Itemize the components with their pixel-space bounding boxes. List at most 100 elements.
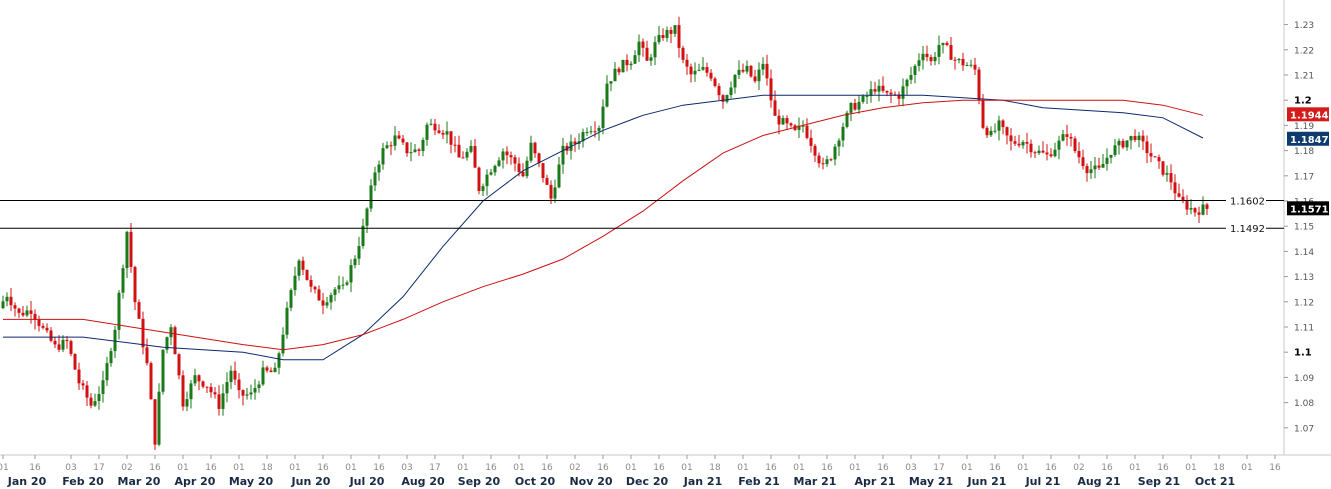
candle-body bbox=[925, 53, 929, 58]
candle-body bbox=[681, 47, 685, 60]
candle-body bbox=[701, 67, 705, 70]
candle-body bbox=[297, 260, 301, 276]
candle-body bbox=[193, 375, 197, 384]
candle-body bbox=[661, 35, 665, 38]
candle-body bbox=[557, 164, 561, 188]
candle-body bbox=[589, 131, 593, 133]
candle-body bbox=[845, 112, 849, 127]
candle-body bbox=[1053, 149, 1057, 157]
x-day-label: 16 bbox=[1045, 463, 1057, 473]
candle-body bbox=[1097, 165, 1101, 168]
x-month-label: Aug 21 bbox=[1077, 475, 1120, 488]
candle-body bbox=[705, 67, 709, 73]
candle-body bbox=[709, 72, 713, 79]
candle-body bbox=[757, 69, 761, 82]
candle-body bbox=[617, 68, 621, 73]
candle-body bbox=[741, 69, 745, 72]
candle-body bbox=[853, 102, 857, 110]
candle-body bbox=[165, 337, 169, 350]
x-day-label: 01 bbox=[289, 463, 300, 473]
x-day-label: 16 bbox=[317, 463, 329, 473]
candle-body bbox=[341, 284, 345, 286]
candle-body bbox=[385, 145, 389, 149]
candle-body bbox=[85, 385, 89, 398]
candle-body bbox=[697, 69, 701, 71]
candle-body bbox=[857, 101, 861, 110]
candle-body bbox=[1041, 150, 1045, 153]
candle-body bbox=[305, 269, 309, 280]
x-day-label: 01 bbox=[1241, 463, 1252, 473]
candle-body bbox=[713, 78, 717, 86]
candle-body bbox=[549, 184, 553, 199]
candle-body bbox=[1093, 165, 1097, 170]
candle-body bbox=[13, 305, 17, 309]
candle-body bbox=[213, 392, 217, 395]
x-day-label: 16 bbox=[877, 463, 889, 473]
candle-body bbox=[425, 124, 429, 140]
candle-body bbox=[1169, 173, 1173, 183]
candle-body bbox=[897, 94, 901, 99]
candle-body bbox=[277, 353, 281, 368]
candle-body bbox=[933, 56, 937, 62]
x-month-label: Feb 21 bbox=[738, 475, 780, 488]
candle-body bbox=[333, 289, 337, 295]
candle-body bbox=[953, 59, 957, 61]
x-month-label: Jun 20 bbox=[291, 475, 331, 488]
candle-body bbox=[673, 25, 677, 34]
candle-body bbox=[257, 384, 261, 389]
candle-body bbox=[301, 260, 305, 270]
x-day-label: 16 bbox=[989, 463, 1001, 473]
candle-body bbox=[493, 165, 497, 173]
candle-body bbox=[997, 120, 1001, 131]
x-month-label: Apr 21 bbox=[855, 475, 896, 488]
candle-body bbox=[861, 95, 865, 102]
horizontal-level-label: 1.1602 bbox=[1230, 196, 1265, 207]
x-month-label: May 20 bbox=[229, 475, 274, 488]
candle-body bbox=[201, 381, 205, 387]
candle-body bbox=[881, 85, 885, 91]
x-day-label: 16 bbox=[821, 463, 833, 473]
candle-body bbox=[241, 390, 245, 396]
x-day-label: 16 bbox=[653, 463, 665, 473]
x-day-label: 16 bbox=[1269, 463, 1281, 473]
candle-body bbox=[1073, 138, 1077, 152]
x-month-label: Apr 20 bbox=[175, 475, 216, 488]
candle-body bbox=[649, 57, 653, 61]
candle-body bbox=[433, 123, 437, 131]
price-badge bbox=[1287, 107, 1329, 122]
candle-body bbox=[781, 118, 785, 125]
candle-body bbox=[1061, 134, 1065, 141]
candle-body bbox=[949, 45, 953, 60]
candle-body bbox=[69, 341, 73, 355]
x-month-label: Aug 20 bbox=[401, 475, 445, 488]
candle-body bbox=[209, 386, 213, 393]
candle-body bbox=[413, 149, 417, 153]
candle-body bbox=[401, 138, 405, 143]
candle-body bbox=[677, 25, 681, 48]
x-month-label: Sep 20 bbox=[458, 475, 501, 488]
candle-body bbox=[1101, 163, 1105, 168]
candle-body bbox=[977, 69, 981, 101]
candle-body bbox=[825, 159, 829, 165]
candle-body bbox=[437, 130, 441, 133]
candle-body bbox=[889, 92, 893, 95]
candle-body bbox=[161, 349, 165, 392]
candle-body bbox=[1189, 208, 1193, 210]
candle-body bbox=[197, 375, 201, 382]
candle-body bbox=[801, 125, 805, 127]
candle-body bbox=[685, 59, 689, 67]
candle-body bbox=[689, 66, 693, 75]
candle-body bbox=[5, 296, 9, 302]
candle-body bbox=[217, 394, 221, 409]
candle-body bbox=[541, 163, 545, 178]
candle-body bbox=[221, 393, 225, 409]
candle-body bbox=[837, 140, 841, 147]
candle-body bbox=[1197, 212, 1201, 215]
candle-body bbox=[581, 132, 585, 142]
x-day-label: 02 bbox=[569, 463, 580, 473]
x-day-label: 01 bbox=[1185, 463, 1196, 473]
candle-body bbox=[1165, 173, 1169, 175]
candle-body bbox=[397, 135, 401, 139]
candle-body bbox=[365, 208, 369, 226]
